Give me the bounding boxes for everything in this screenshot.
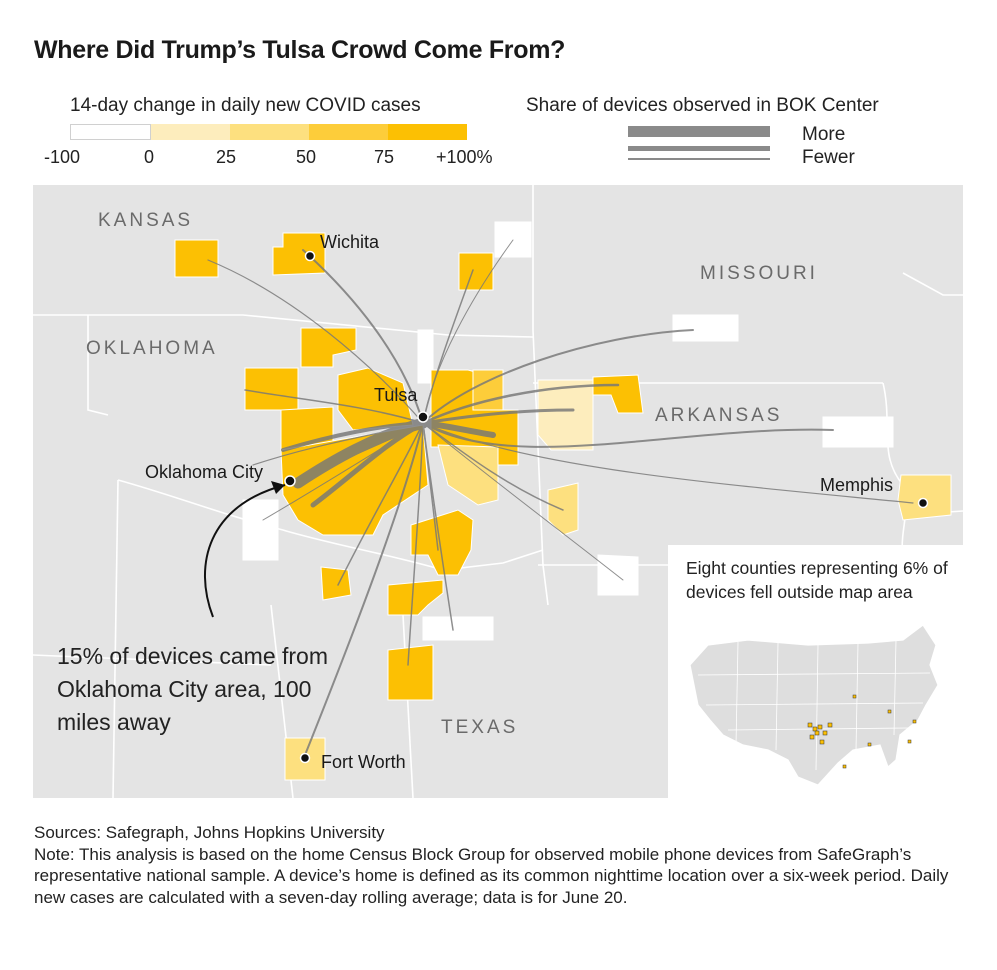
county-arkansas-white <box>597 554 639 596</box>
covid-color-scale <box>70 124 467 140</box>
flow-ok-west-2 <box>281 421 425 452</box>
county-ok-south-2 <box>387 579 444 616</box>
county-ok-south <box>320 566 352 601</box>
swatch-50-75 <box>309 124 388 140</box>
flow-memphis <box>422 422 914 504</box>
flow-missouri <box>422 329 694 424</box>
red-river-border <box>117 479 544 571</box>
tulsa-dot <box>417 411 429 423</box>
county-arkansas-south <box>547 482 579 536</box>
county-ks-east-gold <box>458 252 494 291</box>
swatch-0-25 <box>151 124 230 140</box>
legend-tick-25: 25 <box>216 147 237 167</box>
state-label-oklahoma: OKLAHOMA <box>86 338 218 359</box>
state-label-arkansas: ARKANSAS <box>655 405 783 426</box>
flow-ok-south <box>337 422 424 586</box>
county-tennessee-white <box>822 416 894 448</box>
inset-us-map <box>689 624 939 786</box>
legend-tick-0: 0 <box>144 147 155 167</box>
share-line-thin <box>628 158 770 160</box>
texas-interior-2 <box>402 614 414 798</box>
flow-tennessee <box>422 422 834 448</box>
county-texas-white <box>422 616 494 641</box>
sources-text: Sources: Safegraph, Johns Hopkins Univer… <box>34 823 385 842</box>
share-label-fewer: Fewer <box>802 147 855 168</box>
swatch-25-50 <box>230 124 309 140</box>
legend-tick-100: +100% <box>436 147 493 167</box>
county-se-oklahoma <box>410 509 474 576</box>
flow-ks-east-gold <box>422 269 474 424</box>
legend-tick-50: 50 <box>296 147 317 167</box>
share-line-thick <box>628 126 770 137</box>
okc-annotation: 15% of devices came from Oklahoma City a… <box>57 643 329 735</box>
flow-arkansas-white <box>422 422 624 581</box>
city-label-memphis: Memphis <box>820 475 894 495</box>
county-arkansas-ne <box>592 374 644 414</box>
county-shelby-tn <box>897 474 952 521</box>
annotation-arrowhead <box>271 481 285 494</box>
flow-ok-west-3 <box>252 422 424 466</box>
city-label-okc: Oklahoma City <box>145 462 264 482</box>
map-svg <box>33 185 963 798</box>
share-label-more: More <box>802 124 846 145</box>
legend-tick-75: 75 <box>374 147 395 167</box>
county-missouri-white <box>672 314 739 342</box>
county-ks-east-white <box>494 221 532 258</box>
city-label-fort-worth: Fort Worth <box>321 752 406 772</box>
city-label-tulsa: Tulsa <box>374 385 418 405</box>
texas-west-border <box>112 479 119 798</box>
county-texas-gold <box>387 644 434 701</box>
flow-texas-white <box>422 422 454 631</box>
share-line-medium <box>628 146 770 151</box>
inset-us-shape <box>689 624 939 786</box>
mississippi-border <box>882 382 909 566</box>
chart-title: Where Did Trump’s Tulsa Crowd Come From? <box>34 36 566 64</box>
flow-okc-3 <box>329 419 427 464</box>
state-label-missouri: MISSOURI <box>700 263 818 284</box>
state-label-texas: TEXAS <box>441 717 519 738</box>
swatch-75-100 <box>388 124 467 140</box>
flow-wichita <box>302 249 424 424</box>
flow-nw-arkansas <box>421 408 575 425</box>
flow-texas-gold <box>407 422 424 666</box>
flow-arkansas-ne <box>421 383 620 425</box>
note-text: Note: This analysis is based on the home… <box>34 844 949 907</box>
county-ok-west-1 <box>244 367 299 411</box>
inset-note: Eight counties representing 6% of device… <box>686 558 948 602</box>
texas-interior-3 <box>33 654 272 666</box>
kansas-oklahoma-border <box>33 314 534 338</box>
flow-arkansas-south <box>422 422 564 511</box>
inset-panel <box>668 545 963 798</box>
flow-fort-worth <box>304 422 424 756</box>
county-ok-sw-white <box>242 499 279 561</box>
flow-tulsa-local <box>420 420 496 438</box>
fort-worth-dot <box>299 752 311 764</box>
flow-kansas-west <box>207 259 424 424</box>
city-label-wichita: Wichita <box>320 232 380 252</box>
county-okc-cluster <box>280 424 429 536</box>
legend-tick-neg100: -100 <box>44 147 81 167</box>
county-kansas-west <box>174 239 219 278</box>
footer: Sources: Safegraph, Johns Hopkins Univer… <box>34 822 969 908</box>
county-tulsa-south <box>437 444 499 506</box>
wichita-dot <box>304 250 316 262</box>
share-legend-title: Share of devices observed in BOK Center <box>526 95 879 116</box>
covid-legend-title: 14-day change in daily new COVID cases <box>70 95 421 116</box>
swatch-neg100-0 <box>70 124 151 140</box>
oklahoma-panhandle-border <box>87 315 109 416</box>
map-panel: KANSAS MISSOURI OKLAHOMA ARKANSAS TEXAS … <box>33 185 963 798</box>
okc-dot <box>284 475 296 487</box>
county-ok-north <box>300 327 357 368</box>
flow-ok-west-1 <box>244 389 424 424</box>
county-nw-arkansas <box>537 379 594 451</box>
missouri-east-border <box>902 272 963 296</box>
county-sedgwick-ks <box>272 232 326 276</box>
memphis-dot <box>917 497 929 509</box>
annotation-arrow <box>203 484 286 618</box>
state-label-kansas: KANSAS <box>98 210 194 231</box>
flow-ok-sw-white <box>262 422 424 521</box>
